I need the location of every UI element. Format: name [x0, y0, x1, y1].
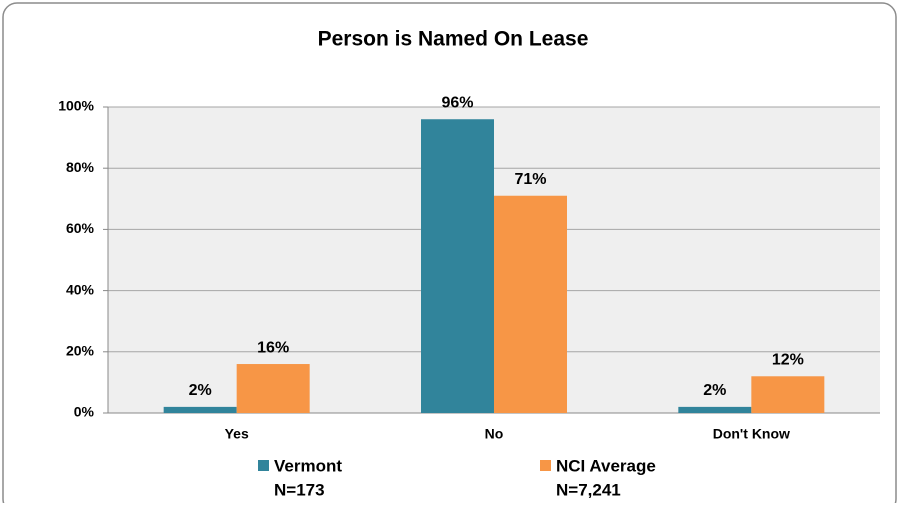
y-tick-label: 100%: [58, 98, 94, 114]
value-label: 96%: [441, 94, 473, 111]
legend-swatch: [258, 460, 269, 471]
legend-swatch: [540, 460, 551, 471]
y-tick-label: 60%: [66, 220, 95, 236]
y-tick-label: 20%: [66, 343, 95, 359]
y-tick-label: 40%: [66, 281, 95, 297]
bar: [163, 406, 237, 413]
bar: [236, 364, 310, 413]
value-label: 12%: [772, 351, 804, 368]
x-tick-label: No: [485, 426, 504, 442]
bar: [494, 195, 567, 413]
legend-label: NCI Average: [556, 456, 656, 475]
legend-sample-size: N=7,241: [556, 480, 621, 499]
value-label: 2%: [189, 382, 212, 399]
legend-label: Vermont: [274, 456, 342, 475]
value-label: 2%: [703, 382, 726, 399]
chart-title: Person is Named On Lease: [318, 28, 589, 51]
y-tick-label: 80%: [66, 159, 95, 175]
x-tick-label: Yes: [225, 426, 249, 442]
x-tick-label: Don't Know: [713, 426, 790, 442]
bar: [678, 406, 752, 413]
legend-sample-size: N=173: [274, 480, 325, 499]
value-label: 16%: [257, 339, 289, 356]
y-tick-label: 0%: [74, 404, 95, 420]
value-label: 71%: [514, 171, 546, 188]
bar: [421, 119, 494, 414]
bar: [751, 376, 825, 413]
